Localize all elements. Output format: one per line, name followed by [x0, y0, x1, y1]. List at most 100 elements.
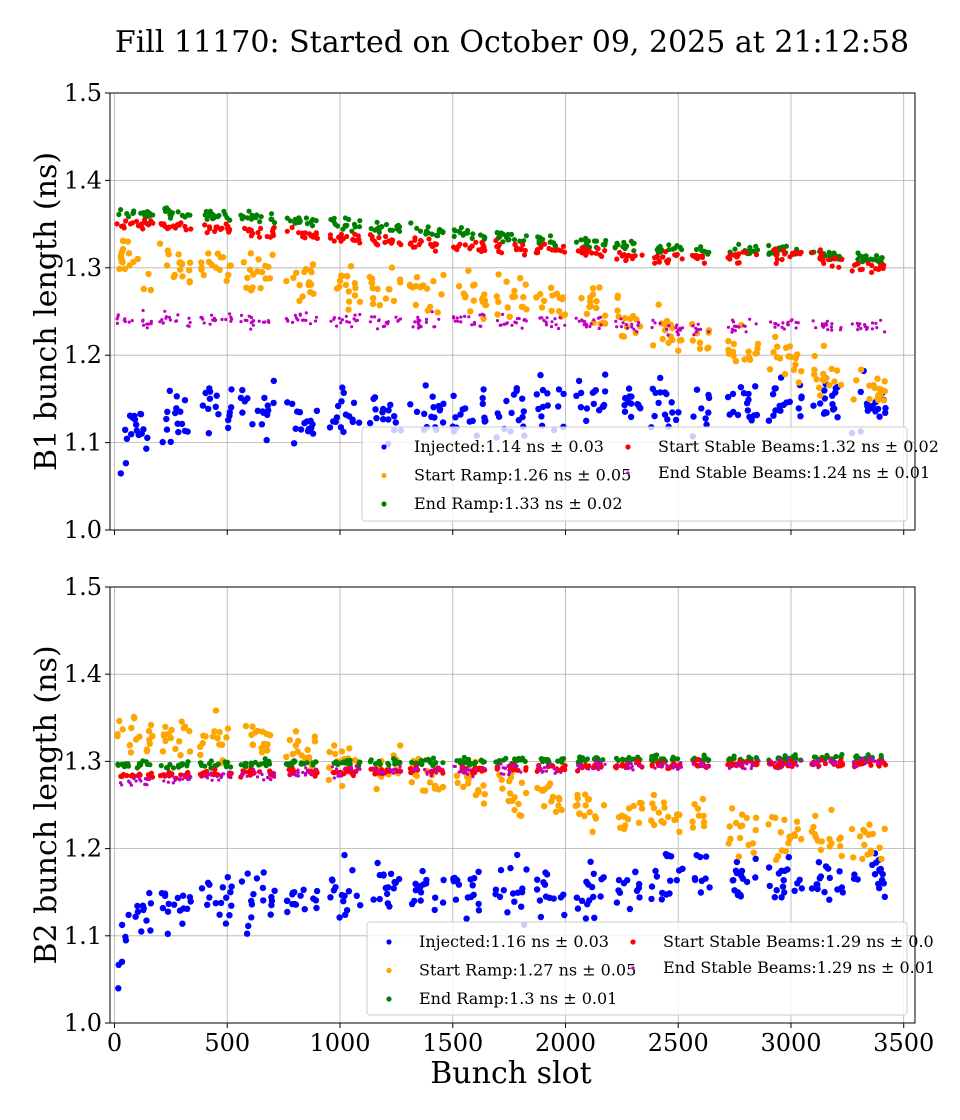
data-point: [732, 819, 740, 827]
data-point: [601, 242, 608, 248]
data-point: [730, 765, 734, 769]
data-point: [592, 387, 599, 394]
data-point: [626, 754, 632, 761]
data-point: [387, 227, 393, 233]
data-point: [858, 758, 862, 762]
data-point: [439, 419, 447, 426]
y-tick-label: 1.0: [64, 1009, 102, 1037]
data-point: [145, 772, 151, 778]
data-point: [790, 318, 794, 322]
data-point: [186, 727, 193, 735]
data-point: [335, 324, 339, 328]
data-point: [313, 319, 318, 323]
data-point: [289, 750, 296, 758]
data-point: [523, 233, 530, 239]
data-point: [786, 398, 793, 405]
data-point: [773, 260, 779, 266]
data-point: [163, 426, 171, 433]
data-point: [369, 284, 376, 292]
data-point: [518, 903, 525, 910]
data-point: [821, 387, 828, 394]
data-point: [146, 736, 153, 743]
data-point: [356, 224, 363, 230]
data-point: [383, 221, 390, 228]
data-point: [186, 279, 193, 286]
data-point: [773, 322, 777, 326]
data-point: [418, 238, 424, 244]
data-point: [176, 222, 182, 228]
data-point: [773, 325, 777, 329]
data-point: [556, 326, 561, 331]
data-point: [128, 431, 135, 438]
data-point: [597, 326, 601, 331]
data-point: [352, 237, 358, 244]
data-point: [138, 777, 142, 781]
data-point: [621, 239, 627, 245]
data-point: [773, 887, 780, 894]
data-point: [734, 254, 740, 260]
data-point: [303, 773, 308, 777]
data-point: [434, 309, 441, 316]
data-point: [539, 403, 547, 411]
data-point: [546, 245, 552, 252]
data-point: [776, 767, 780, 771]
legend-marker: [630, 939, 636, 945]
data-point: [336, 234, 342, 240]
data-point: [426, 779, 434, 786]
data-point: [283, 753, 290, 760]
data-point: [215, 774, 219, 779]
data-point: [426, 236, 432, 242]
data-point: [313, 887, 321, 895]
data-point: [817, 873, 825, 880]
data-point: [391, 413, 398, 420]
data-point: [779, 256, 785, 263]
data-point: [553, 317, 557, 321]
data-point: [798, 394, 805, 402]
data-point: [290, 440, 298, 447]
data-point: [875, 326, 879, 330]
data-point: [249, 327, 253, 331]
data-point: [302, 755, 309, 762]
data-point: [162, 737, 169, 745]
data-point: [198, 885, 206, 892]
x-tick-label: 2000: [535, 1029, 596, 1057]
data-point: [436, 227, 442, 233]
data-point: [244, 870, 251, 877]
data-point: [689, 818, 696, 825]
data-point: [331, 750, 339, 758]
data-point: [167, 438, 174, 446]
data-point: [466, 762, 472, 768]
data-point: [876, 844, 883, 851]
data-point: [287, 772, 291, 776]
data-point: [725, 350, 733, 357]
data-point: [748, 760, 752, 764]
data-point: [791, 832, 799, 840]
data-point: [509, 797, 516, 804]
data-point: [227, 889, 234, 896]
data-point: [810, 761, 814, 765]
data-point: [695, 812, 703, 819]
data-point: [661, 411, 669, 418]
data-point: [396, 240, 402, 246]
data-point: [633, 887, 641, 894]
data-point: [882, 404, 889, 412]
data-point: [767, 759, 772, 763]
data-point: [542, 318, 546, 323]
data-point: [800, 759, 804, 763]
data-point: [198, 264, 205, 271]
data-point: [869, 269, 875, 275]
data-point: [881, 825, 888, 832]
data-point: [655, 399, 662, 407]
data-point: [345, 306, 352, 313]
data-point: [160, 318, 164, 322]
data-point: [185, 769, 191, 776]
data-point: [358, 767, 362, 772]
data-point: [498, 230, 504, 236]
data-point: [356, 298, 364, 306]
data-point: [409, 284, 416, 291]
data-point: [205, 776, 210, 780]
data-point: [381, 324, 385, 329]
data-point: [856, 324, 861, 328]
data-point: [419, 867, 426, 875]
data-point: [203, 208, 209, 215]
